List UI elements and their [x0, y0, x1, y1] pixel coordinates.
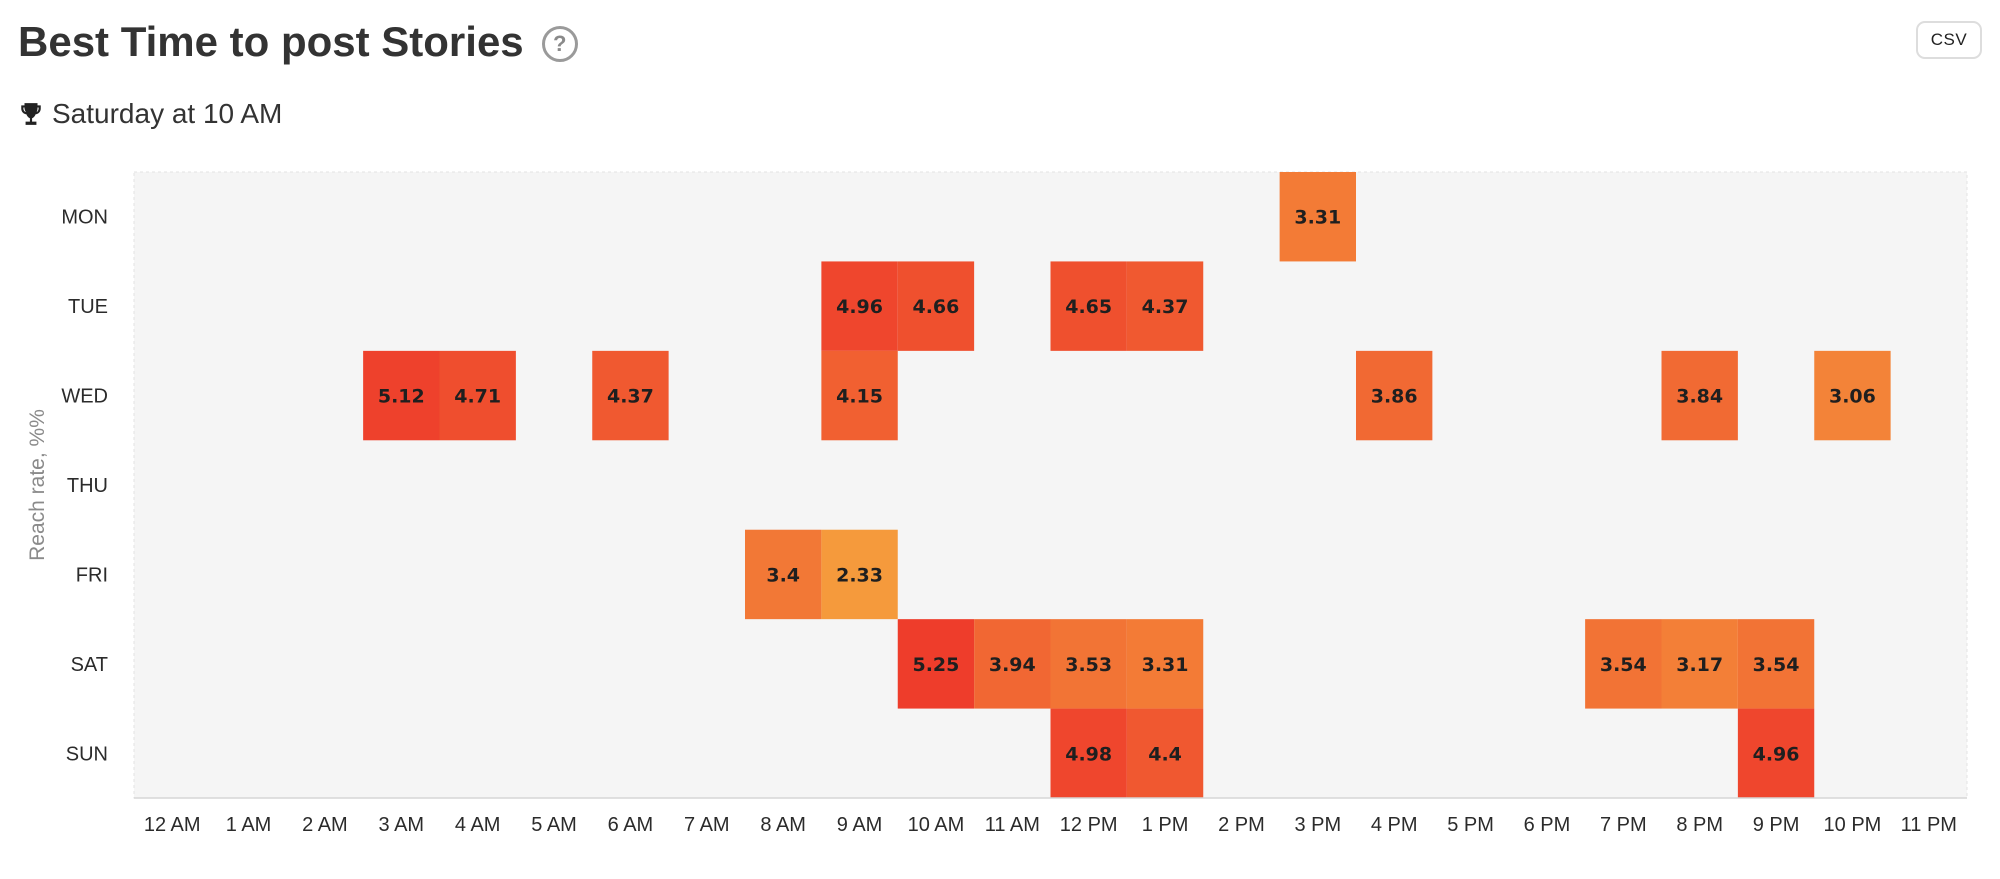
- heatmap-cell-value: 5.25: [912, 654, 959, 676]
- row-label-thu: THU: [67, 475, 108, 497]
- heatmap-cell-tue-10-am[interactable]: [897, 261, 975, 351]
- column-label-4-pm: 4 PM: [1371, 814, 1418, 836]
- heatmap-cell-wed-3-am[interactable]: [363, 350, 440, 441]
- heatmap-cell-value: 4.66: [912, 296, 959, 318]
- heatmap-cell-fri-8-am[interactable]: [745, 529, 822, 620]
- heatmap-cell-wed-6-am[interactable]: [592, 350, 669, 441]
- column-label-7-pm: 7 PM: [1600, 814, 1647, 836]
- cells-layer: 3.31 4.96 4.66 4.65 4.37 5.12 4.71 4.37 4.15 3.86…: [363, 172, 1891, 799]
- column-label-9-pm: 9 PM: [1753, 814, 1800, 836]
- heatmap-cell-value: 3.94: [989, 654, 1036, 676]
- heatmap-cell-value: 3.31: [1142, 654, 1189, 676]
- heatmap-cell-wed-8-pm[interactable]: [1661, 350, 1738, 441]
- y-axis-label: Reach rate, %%: [26, 409, 49, 561]
- heatmap-cell-value: 3.53: [1065, 654, 1112, 676]
- chart-header: Best Time to post Stories ?: [18, 18, 578, 66]
- column-label-1-pm: 1 PM: [1142, 814, 1189, 836]
- best-time-text: Saturday at 10 AM: [52, 98, 283, 129]
- heatmap-cell-sun-9-pm[interactable]: [1737, 708, 1815, 799]
- column-label-1-am: 1 AM: [226, 814, 272, 836]
- heatmap-cell-tue-9-am[interactable]: [821, 261, 898, 351]
- row-label-sat: SAT: [71, 654, 108, 676]
- heatmap-cell-value: 4.98: [1065, 743, 1112, 765]
- best-time-summary: Saturday at 10 AM: [18, 98, 282, 130]
- row-label-sun: SUN: [66, 743, 108, 765]
- help-icon[interactable]: ?: [541, 26, 578, 62]
- heatmap-cell-sun-12-pm[interactable]: [1050, 708, 1127, 799]
- column-label-3-am: 3 AM: [379, 814, 425, 836]
- column-label-5-am: 5 AM: [531, 814, 577, 836]
- heatmap-cell-value: 4.4: [1148, 743, 1182, 765]
- heatmap-cell-wed-4-am[interactable]: [439, 350, 516, 441]
- heatmap-cell-value: 3.86: [1371, 386, 1418, 408]
- column-label-6-am: 6 AM: [608, 814, 654, 836]
- column-label-5-pm: 5 PM: [1447, 814, 1494, 836]
- heatmap-cell-value: 3.4: [766, 564, 800, 586]
- column-label-4-am: 4 AM: [455, 814, 501, 836]
- column-label-12-am: 12 AM: [144, 814, 201, 836]
- column-labels: 12 AM 1 AM 2 AM 3 AM 4 AM 5 AM 6 AM 7 AM 8 AM 9 A…: [144, 814, 1957, 836]
- heatmap-cell-wed-9-am[interactable]: [821, 350, 898, 441]
- heatmap-cell-wed-10-pm[interactable]: [1814, 350, 1891, 441]
- csv-export-button[interactable]: CSV: [1916, 21, 1982, 59]
- heatmap-cell-mon-3-pm[interactable]: [1279, 172, 1356, 262]
- column-label-2-pm: 2 PM: [1218, 814, 1265, 836]
- heatmap-cell-sat-9-pm[interactable]: [1737, 619, 1815, 709]
- heatmap-cell-sun-1-pm[interactable]: [1126, 708, 1204, 799]
- heatmap-cell-sat-11-am[interactable]: [974, 619, 1051, 709]
- heatmap-cell-value: 4.37: [1142, 296, 1189, 318]
- heatmap-cell-tue-1-pm[interactable]: [1126, 261, 1204, 351]
- column-label-11-am: 11 AM: [985, 814, 1040, 836]
- row-label-mon: MON: [61, 207, 108, 229]
- heatmap-cell-value: 4.15: [836, 386, 883, 408]
- column-label-3-pm: 3 PM: [1294, 814, 1341, 836]
- row-label-fri: FRI: [76, 564, 108, 586]
- heatmap-cell-value: 3.84: [1676, 386, 1723, 408]
- column-label-6-pm: 6 PM: [1524, 814, 1571, 836]
- page-title: Best Time to post Stories: [18, 18, 524, 65]
- heatmap-cell-value: 4.37: [607, 386, 654, 408]
- heatmap-cell-value: 3.17: [1676, 654, 1723, 676]
- column-label-7-am: 7 AM: [684, 814, 730, 836]
- row-label-wed: WED: [61, 386, 108, 408]
- heatmap-cell-tue-12-pm[interactable]: [1050, 261, 1127, 351]
- heatmap-cell-value: 5.12: [378, 386, 425, 408]
- heatmap-cell-sat-10-am[interactable]: [897, 619, 975, 709]
- heatmap-cell-fri-9-am[interactable]: [821, 529, 898, 620]
- trophy-icon: [21, 103, 41, 125]
- heatmap-cell-value: 4.71: [454, 386, 501, 408]
- heatmap-cell-value: 3.06: [1829, 386, 1876, 408]
- column-label-8-am: 8 AM: [760, 814, 806, 836]
- column-label-2-am: 2 AM: [302, 814, 348, 836]
- heatmap-cell-wed-4-pm[interactable]: [1356, 350, 1433, 441]
- column-label-10-am: 10 AM: [908, 814, 965, 836]
- heatmap-cell-sat-12-pm[interactable]: [1050, 619, 1127, 709]
- column-label-8-pm: 8 PM: [1676, 814, 1723, 836]
- row-label-tue: TUE: [68, 296, 108, 318]
- row-labels: MON TUE WED THU FRI SAT SUN: [61, 207, 108, 766]
- heatmap-cell-value: 4.96: [1753, 743, 1800, 765]
- heatmap-cell-sat-8-pm[interactable]: [1661, 619, 1738, 709]
- heatmap-cell-value: 4.96: [836, 296, 883, 318]
- column-label-12-pm: 12 PM: [1060, 814, 1118, 836]
- heatmap-cell-sat-1-pm[interactable]: [1126, 619, 1204, 709]
- column-label-9-am: 9 AM: [837, 814, 883, 836]
- column-label-10-pm: 10 PM: [1824, 814, 1882, 836]
- column-label-11-pm: 11 PM: [1901, 814, 1957, 836]
- heatmap-cell-value: 3.54: [1600, 654, 1647, 676]
- heatmap-cell-value: 4.65: [1065, 296, 1112, 318]
- heatmap-cell-value: 3.54: [1753, 654, 1800, 676]
- heatmap-cell-sat-7-pm[interactable]: [1585, 619, 1662, 709]
- heatmap-cell-value: 2.33: [836, 564, 883, 586]
- heatmap-cell-value: 3.31: [1294, 207, 1341, 229]
